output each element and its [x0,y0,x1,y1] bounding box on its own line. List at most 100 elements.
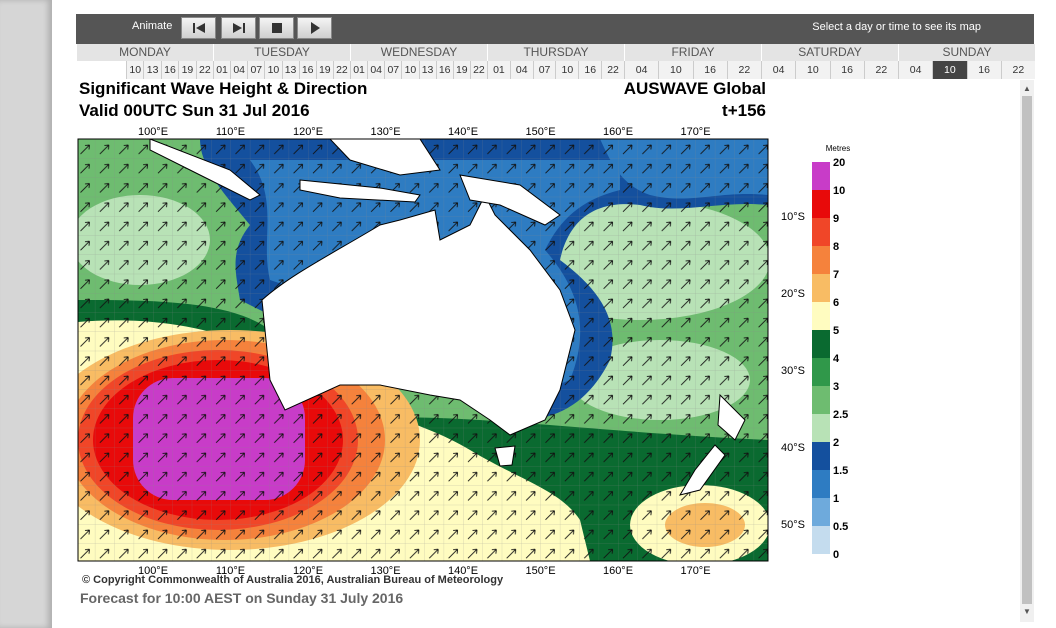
lon-label: 170°E [680,126,710,138]
day-name[interactable]: SATURDAY [761,44,898,61]
lon-label: 140°E [448,565,478,577]
legend-label: 9 [833,213,839,225]
legend-swatch [812,190,830,218]
map-frame [77,138,769,562]
time-cell[interactable]: 04 [898,61,932,79]
time-cell[interactable]: 13 [418,61,436,79]
time-cell[interactable]: 19 [178,61,195,79]
legend-swatch [812,218,830,246]
scrollbar-thumb[interactable] [1022,96,1032,604]
time-row: 04 10 16 22 [898,61,1035,79]
scroll-down[interactable]: ▼ [1023,607,1031,616]
time-cell[interactable]: 07 [247,61,264,79]
time-cell[interactable]: 10 [401,61,418,79]
legend-swatch [812,274,830,302]
legend-label: 5 [833,325,839,337]
legend-label: 3 [833,381,839,393]
lon-label: 150°E [525,126,555,138]
day-name[interactable]: TUESDAY [213,44,350,61]
day-name[interactable]: FRIDAY [624,44,761,61]
time-cell[interactable]: 13 [143,61,160,79]
day-name[interactable]: MONDAY [76,44,213,61]
day-column: FRIDAY 04 10 16 22 [624,44,761,79]
lon-label: 100°E [138,126,168,138]
day-name[interactable]: SUNDAY [898,44,1035,61]
time-cell[interactable]: 16 [966,61,1001,79]
legend-label: 4 [833,353,840,365]
time-cell[interactable]: 16 [435,61,453,79]
time-cell[interactable]: 19 [315,61,333,79]
forecast-caption: Forecast for 10:00 AEST on Sunday 31 Jul… [80,590,404,606]
lat-label: 50°S [781,519,805,531]
day-column: SATURDAY 04 10 16 22 [761,44,898,79]
legend-label: 6 [833,297,839,309]
lon-label: 110°E [216,565,245,577]
time-cell[interactable]: 10 [264,61,281,79]
time-cell[interactable]: 04 [230,61,247,79]
time-cell[interactable]: 01 [350,61,367,79]
day-name[interactable]: THURSDAY [487,44,624,61]
time-row: 10 13 16 19 22 [76,61,213,79]
lon-label: 160°E [603,126,633,138]
time-cell[interactable]: 22 [601,61,624,79]
lat-label: 20°S [781,288,805,300]
time-cell[interactable]: 04 [624,61,658,79]
legend-swatch [812,162,830,190]
toolbar: Animate Select a day or time to see its … [76,14,1034,44]
time-cell[interactable]: 16 [829,61,864,79]
legend-swatch [812,442,830,470]
time-cell[interactable]: 04 [509,61,533,79]
time-cell[interactable]: 04 [761,61,795,79]
legend-swatch [812,526,830,554]
play-button[interactable] [297,17,332,39]
time-cell[interactable]: 10 [795,61,829,79]
legend-label: 10 [833,185,845,197]
time-cell[interactable]: 04 [367,61,384,79]
time-cell[interactable]: 10 [658,61,692,79]
time-row: 04 10 16 22 [624,61,761,79]
copyright: © Copyright Commonwealth of Australia 20… [82,574,504,586]
lat-label: 30°S [781,365,805,377]
time-cell[interactable]: 19 [452,61,470,79]
time-cell[interactable]: 22 [863,61,898,79]
time-cell[interactable]: 10 [555,61,578,79]
time-cell[interactable]: 22 [726,61,761,79]
time-cell[interactable]: 07 [384,61,401,79]
time-cell[interactable]: 22 [195,61,213,79]
stop-button[interactable] [259,17,294,39]
time-cell[interactable]: 10 [126,61,143,79]
time-cell[interactable]: 16 [692,61,727,79]
legend-label: 7 [833,269,839,281]
time-cell[interactable]: 07 [532,61,556,79]
time-cell[interactable]: 22 [332,61,350,79]
next-button[interactable] [221,17,256,39]
legend-swatch [812,414,830,442]
lon-label: 170°E [680,565,710,577]
time-cell[interactable]: 16 [578,61,601,79]
time-cell[interactable]: 10 [932,61,967,79]
scroll-up[interactable]: ▲ [1023,84,1031,93]
lon-label: 140°E [448,126,478,138]
time-cell[interactable]: 22 [1000,61,1035,79]
legend-label: 2 [833,437,839,449]
legend-swatch [812,470,830,498]
legend-label: 2.5 [833,409,848,421]
time-cell[interactable]: 01 [213,61,230,79]
time-cell[interactable]: 01 [487,61,510,79]
time-cell[interactable]: 22 [469,61,487,79]
lat-label: 10°S [781,211,805,223]
time-row: 01 04 07 10 13 16 19 22 [213,61,350,79]
lon-label: 120°E [293,565,323,577]
model-name: AUSWAVE Global [623,79,766,98]
time-cell[interactable]: 13 [281,61,299,79]
legend-label: 1.5 [833,465,848,477]
lon-label: 120°E [293,126,323,138]
day-name[interactable]: WEDNESDAY [350,44,487,61]
first-button[interactable] [181,17,216,39]
time-cell[interactable]: 16 [160,61,178,79]
day-column: THURSDAY 01 04 07 10 16 22 [487,44,624,79]
day-column: TUESDAY 01 04 07 10 13 16 19 22 [213,44,350,79]
time-cell[interactable]: 16 [298,61,316,79]
legend-label: 8 [833,241,839,253]
